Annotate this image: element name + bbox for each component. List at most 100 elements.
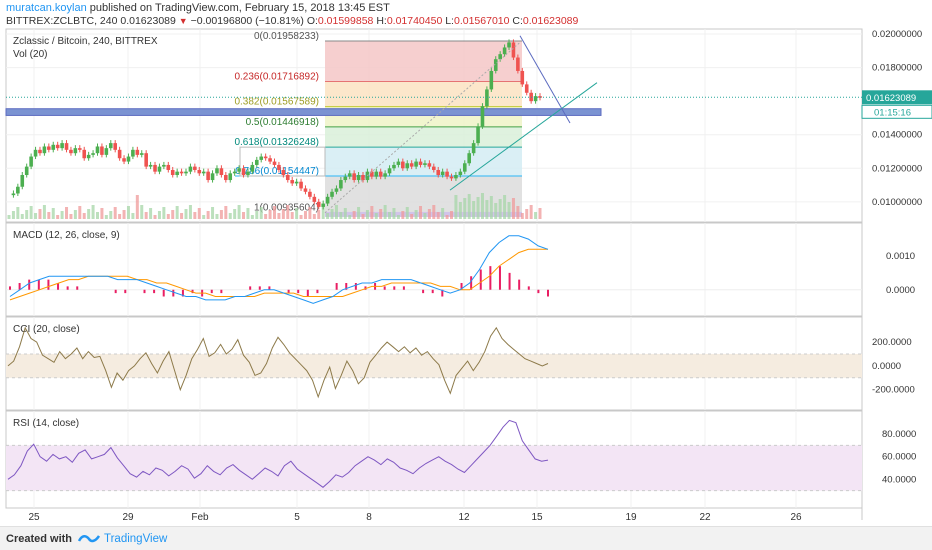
volume-bar xyxy=(82,213,86,219)
volume-bar xyxy=(264,214,268,219)
candle-body xyxy=(224,175,228,181)
volume-bar xyxy=(379,209,383,219)
candle-body xyxy=(47,146,51,150)
candle-body xyxy=(55,144,60,149)
candle-body xyxy=(277,164,281,170)
volume-bar xyxy=(445,215,449,219)
volume-bar xyxy=(454,195,458,219)
volume-bar xyxy=(467,194,471,219)
volume-bar xyxy=(224,206,228,219)
volume-bar xyxy=(326,213,330,219)
volume-bar xyxy=(405,207,409,219)
candle-body xyxy=(462,163,467,172)
close-value: 0.01623089 xyxy=(522,15,579,27)
volume-bar xyxy=(171,210,175,219)
y-tick-label: 60.0000 xyxy=(882,452,916,463)
chart-header: muratcan.koylan published on TradingView… xyxy=(0,0,932,30)
volume-bar xyxy=(436,212,440,219)
author-link[interactable]: muratcan.koylan xyxy=(6,2,87,14)
fib-level-label: 0(0.01958233) xyxy=(254,31,319,42)
candle-body xyxy=(42,146,47,154)
candle-body xyxy=(312,196,317,202)
tradingview-brand[interactable]: TradingView xyxy=(104,533,168,545)
candle-body xyxy=(16,186,20,194)
candle-body xyxy=(343,176,348,181)
volume-bar xyxy=(383,205,387,219)
y-tick-label: -200.0000 xyxy=(872,385,915,396)
volume-bar xyxy=(87,209,91,219)
candle-body xyxy=(215,168,219,174)
candle-body xyxy=(339,180,343,189)
candle-body xyxy=(232,171,237,174)
candle-body xyxy=(162,164,166,167)
candle-body xyxy=(454,175,458,179)
candle-body xyxy=(401,161,405,169)
volume-bar xyxy=(419,206,423,219)
volume-bar xyxy=(73,210,77,219)
candle-body xyxy=(38,149,42,154)
candle-body xyxy=(95,146,100,154)
candle-body xyxy=(511,42,516,58)
volume-bar xyxy=(348,215,352,219)
chart-canvas[interactable]: 25 29 Feb 5 8 12 15 19 22 26 0.02000000 0.01800000 0… xyxy=(0,0,932,526)
volume-bar xyxy=(180,213,184,219)
x-tick-label: 25 xyxy=(28,512,40,523)
symbol-label: BITTREX:ZCLBTC, 240 xyxy=(6,15,118,27)
volume-bar xyxy=(166,214,170,219)
candle-body xyxy=(153,164,157,172)
volume-bar xyxy=(450,211,453,219)
volume-bar xyxy=(38,209,42,219)
candle-body xyxy=(370,171,374,177)
candle-body xyxy=(122,158,126,162)
x-tick-label: 8 xyxy=(366,512,372,523)
candle-body xyxy=(268,158,272,162)
macd-signal-line xyxy=(9,248,548,301)
measure-box xyxy=(239,146,326,177)
candle-body xyxy=(524,84,529,93)
volume-bar xyxy=(388,212,392,219)
volume-bar xyxy=(144,212,148,219)
tradingview-logo-icon xyxy=(78,535,100,543)
candle-body xyxy=(414,161,418,167)
high-label: H: xyxy=(376,15,387,27)
volume-bar xyxy=(494,203,498,219)
last-price-tag-text: 0.01623089 xyxy=(866,93,916,104)
volume-bar xyxy=(432,205,436,219)
candle-body xyxy=(210,173,215,181)
volume-bar xyxy=(206,211,210,219)
fib-zone xyxy=(325,175,522,213)
volume-bar xyxy=(197,208,201,219)
high-value: 0.01740450 xyxy=(386,15,443,27)
volume-bar xyxy=(242,212,246,219)
candle-body xyxy=(285,175,290,181)
candle-body xyxy=(405,163,410,169)
volume-bar xyxy=(69,214,73,219)
volume-bar xyxy=(343,208,347,219)
volume-bar xyxy=(25,210,29,219)
volume-bar xyxy=(423,213,427,219)
candle-body xyxy=(423,163,427,165)
volume-bar xyxy=(299,215,303,219)
candle-body xyxy=(263,156,268,159)
x-tick-label: 22 xyxy=(699,512,711,523)
candle-body xyxy=(206,171,210,181)
candle-body xyxy=(86,154,91,159)
candle-body xyxy=(325,196,330,204)
rsi-line xyxy=(7,419,549,488)
publish-line: muratcan.koylan published on TradingView… xyxy=(6,2,390,14)
volume-bar xyxy=(392,208,396,219)
volume-bar xyxy=(538,208,542,219)
volume-bar xyxy=(104,215,108,219)
candle-body xyxy=(383,173,387,177)
candle-body xyxy=(418,161,423,165)
footer-bar: Created with TradingView xyxy=(0,526,932,550)
y-tick-label: 40.0000 xyxy=(882,474,916,485)
candle-body xyxy=(489,70,494,90)
volume-bar xyxy=(480,193,484,219)
candle-body xyxy=(126,156,131,162)
volume-bar xyxy=(255,211,259,219)
candle-body xyxy=(493,59,498,71)
fib-trend-line xyxy=(324,42,521,214)
volume-bar xyxy=(118,214,122,219)
created-with-text: Created with xyxy=(6,533,73,545)
